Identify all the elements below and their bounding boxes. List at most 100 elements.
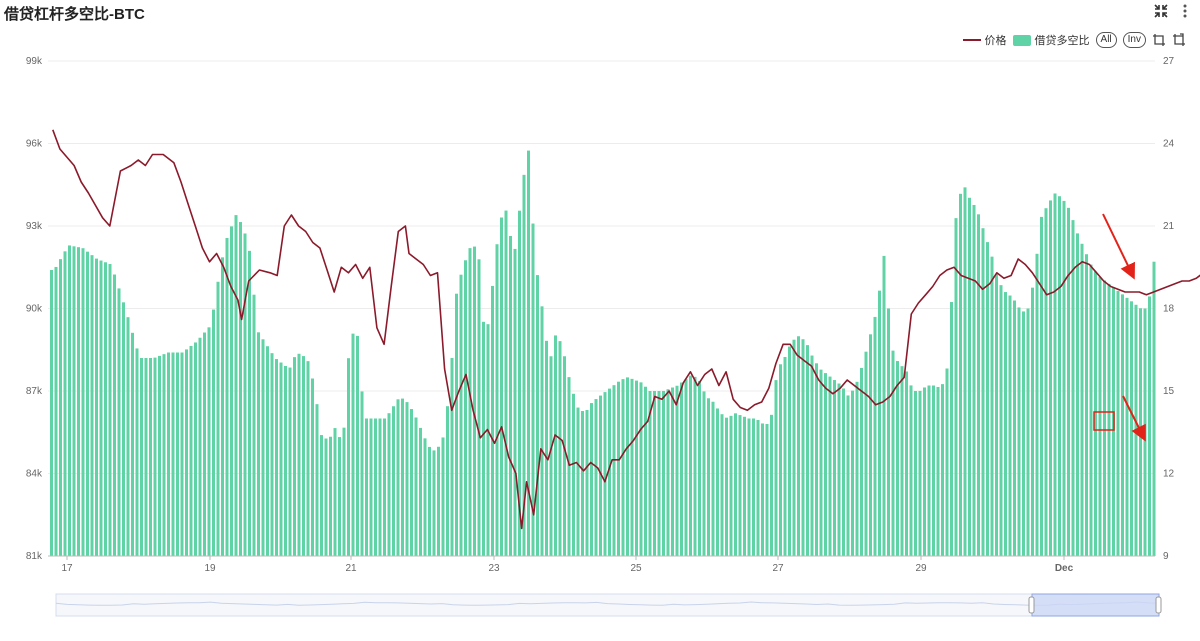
ratio-bar: [324, 438, 328, 556]
ratio-bar: [765, 424, 769, 556]
ratio-bar: [320, 435, 323, 556]
ratio-bar: [1058, 196, 1061, 556]
ratio-bar: [810, 355, 814, 556]
ratio-bar: [860, 367, 863, 556]
ratio-bar: [1040, 216, 1043, 556]
reset-crop-icon[interactable]: [1172, 33, 1186, 47]
chart-title: 借贷杠杆多空比-BTC: [4, 6, 145, 23]
ratio-bar: [1134, 304, 1138, 556]
ratio-bar: [590, 403, 593, 556]
y-right-tick-label: 9: [1163, 551, 1169, 562]
y-right-tick-label: 18: [1163, 304, 1175, 315]
ratio-bar: [396, 399, 400, 556]
ratio-bar: [185, 349, 188, 556]
ratio-bar: [140, 358, 143, 556]
ratio-bar: [279, 362, 283, 556]
ratio-bar: [1094, 271, 1097, 556]
ratio-bar: [518, 210, 521, 556]
ratio-bar: [621, 379, 625, 556]
ratio-bar: [635, 380, 638, 556]
ratio-bar: [819, 369, 823, 556]
collapse-arrows-icon[interactable]: [1152, 2, 1170, 20]
legend-swatch-price: [962, 39, 981, 41]
ratio-bar: [1089, 264, 1093, 556]
ratio-bar: [581, 411, 584, 556]
ratio-bar: [612, 385, 616, 556]
ratio-bar: [864, 351, 868, 556]
ratio-bar: [297, 353, 301, 556]
ratio-bar: [653, 391, 656, 556]
ratio-bar: [158, 355, 161, 556]
ratio-bar: [959, 193, 962, 556]
ratio-bar: [882, 255, 886, 556]
y-left-tick-label: 84k: [26, 469, 43, 480]
ratio-bar: [855, 381, 859, 556]
ratio-bar: [711, 401, 715, 556]
ratio-bar: [207, 327, 211, 556]
zoom-handle-right: [1155, 596, 1162, 614]
ratio-bar: [981, 228, 985, 556]
ratio-bar: [95, 258, 98, 556]
all-button[interactable]: All: [1095, 32, 1117, 48]
ratio-bar: [999, 285, 1003, 556]
ratio-bar: [108, 264, 112, 556]
annotations: [1093, 213, 1146, 442]
vertical-dots-icon[interactable]: [1176, 2, 1194, 20]
ratio-bar: [563, 356, 566, 556]
ratio-bar: [149, 358, 152, 556]
ratio-bar: [473, 246, 476, 556]
ratio-bar: [1076, 233, 1079, 556]
ratio-bar: [122, 302, 125, 556]
ratio-bar: [509, 235, 512, 556]
ratio-bar: [648, 391, 652, 556]
ratio-bar: [990, 256, 994, 556]
ratio-bar: [576, 407, 580, 556]
ratio-bar: [900, 366, 904, 556]
ratio-bar: [464, 260, 467, 556]
ratio-bar: [716, 408, 719, 556]
ratio-bar: [707, 398, 710, 556]
legend-item-price[interactable]: 价格: [962, 32, 1007, 48]
ratio-bar: [329, 436, 332, 556]
price-line: [52, 129, 1200, 530]
y-left-tick-label: 96k: [26, 139, 43, 150]
ratio-bar: [59, 259, 62, 556]
ratio-bar: [392, 406, 395, 556]
legend-item-ratio[interactable]: 借贷多空比: [1012, 32, 1090, 48]
ratio-bar: [833, 380, 836, 556]
ratio-bar: [788, 346, 791, 556]
ratio-bar: [315, 404, 319, 556]
red-arrow-down-right: [1102, 213, 1135, 280]
ratio-bar: [617, 381, 620, 556]
ratio-bar: [950, 302, 953, 556]
ratio-bar: [504, 210, 508, 556]
ratio-bar: [603, 392, 607, 556]
ratio-bar: [662, 390, 665, 556]
ratio-bar: [468, 248, 472, 557]
ratio-bar: [720, 414, 724, 556]
ratio-bar: [387, 413, 391, 556]
zoom-slider[interactable]: [55, 593, 1162, 617]
ratio-bar: [1008, 295, 1012, 556]
ratio-bar: [630, 378, 634, 556]
ratio-bar: [428, 446, 431, 556]
ratio-bar: [725, 417, 728, 556]
ratio-bar: [284, 366, 287, 556]
ratio-bar: [743, 416, 746, 556]
ratio-bar: [608, 388, 611, 556]
ratio-bar: [909, 385, 913, 556]
ratio-bar: [441, 437, 445, 556]
x-tick-label: 17: [61, 563, 73, 574]
legend-label-ratio: 借贷多空比: [1034, 35, 1090, 47]
inv-button[interactable]: Inv: [1122, 32, 1146, 48]
ratio-bar: [203, 332, 206, 556]
ratio-bar: [378, 418, 382, 556]
legend-swatch-ratio: [1012, 34, 1031, 46]
ratio-bar: [702, 391, 706, 556]
crop-icon[interactable]: [1152, 33, 1166, 47]
ratio-bar: [365, 418, 368, 556]
ratio-bar: [1098, 276, 1102, 556]
ratio-bar: [306, 361, 310, 556]
zoom-track: [55, 593, 1160, 617]
ratio-bar: [680, 382, 683, 556]
